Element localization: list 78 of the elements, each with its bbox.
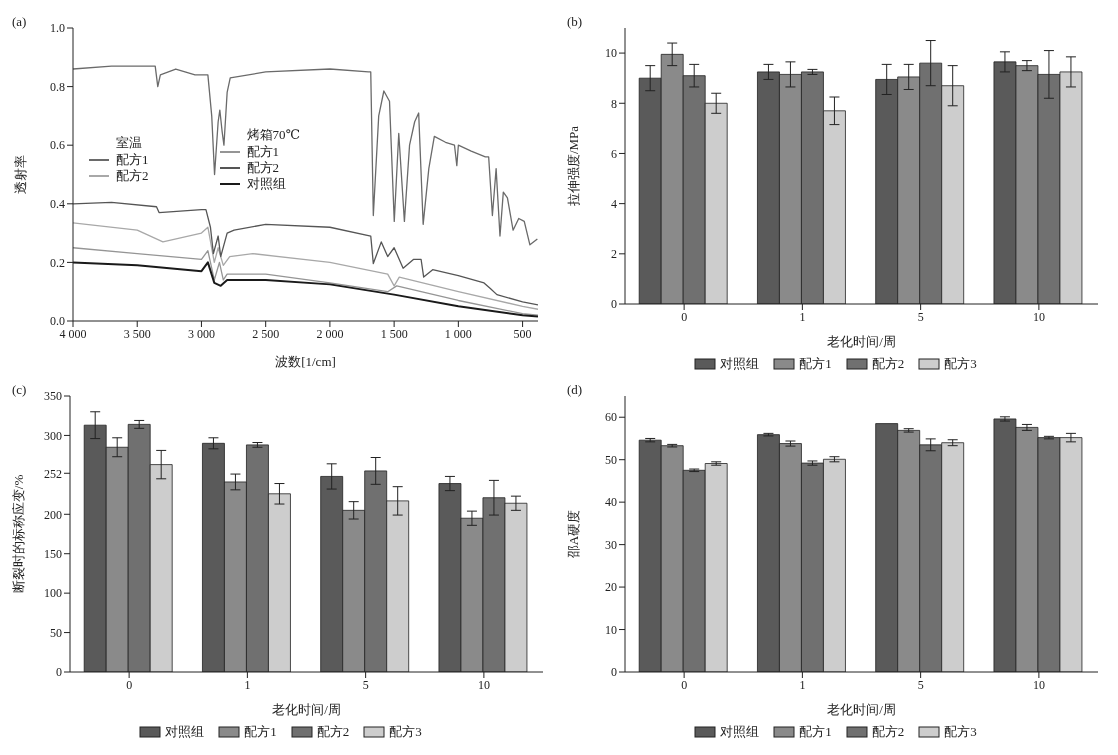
x-tick-label: 0: [126, 677, 133, 692]
y-tick-label: 8: [611, 96, 617, 111]
y-tick-label: 0.2: [50, 255, 65, 270]
x-tick-label: 1: [799, 309, 806, 324]
x-tick-label: 4 000: [59, 326, 87, 341]
x-tick-label: 3 000: [187, 326, 215, 341]
x-axis-title: 老化时间/周: [272, 702, 341, 717]
chart-title: (a): [12, 14, 27, 30]
x-tick-label: 1 000: [444, 326, 472, 341]
y-axis-title: 拉伸强度/MPa: [565, 125, 581, 207]
x-tick-label: 10: [1032, 677, 1045, 692]
y-tick-label: 0.8: [50, 79, 65, 94]
chart-title: (c): [12, 382, 27, 398]
y-tick-label: 200: [44, 507, 62, 522]
x-tick-label: 2 500: [252, 326, 280, 341]
legend-label: 配方1: [246, 143, 279, 161]
y-tick-label: 10: [605, 622, 617, 637]
legend-label: 配方1: [116, 151, 149, 169]
y-tick-label: 0.6: [50, 138, 65, 153]
y-tick-label: 20: [605, 580, 617, 595]
legend-label: 配方1: [799, 355, 832, 373]
y-tick-label: 6: [611, 146, 617, 161]
annotation: 烤箱70℃: [245, 126, 301, 144]
legend-label: 配方1: [799, 723, 832, 741]
y-tick-label: 0.4: [50, 197, 65, 212]
x-tick-label: 500: [513, 326, 532, 341]
x-tick-label: 5: [362, 677, 369, 692]
y-axis-title: 透射率: [12, 155, 28, 194]
x-tick-label: 5: [917, 309, 924, 324]
y-tick-label: 30: [605, 537, 617, 552]
y-tick-label: 40: [605, 495, 617, 510]
y-tick-label: 252: [44, 466, 62, 481]
y-tick-label: 150: [44, 546, 62, 561]
y-tick-label: 60: [605, 410, 617, 425]
chart-title: (b): [567, 14, 583, 30]
x-tick-label: 10: [1032, 309, 1045, 324]
legend-label: 对照组: [720, 723, 760, 741]
x-tick-label: 5: [917, 677, 924, 692]
y-tick-label: 0: [611, 665, 617, 680]
legend-label: 配方2: [316, 723, 350, 741]
y-tick-label: 1.0: [50, 21, 65, 36]
legend-label: 配方3: [944, 723, 977, 741]
x-tick-label: 2 000: [316, 326, 344, 341]
chart-title: (d): [567, 382, 583, 398]
legend-label: 对照组: [720, 355, 760, 373]
x-tick-label: 0: [681, 309, 688, 324]
legend-label: 配方3: [944, 355, 977, 373]
y-axis-title: 邵A硬度: [565, 509, 581, 559]
legend-label: 对照组: [165, 723, 205, 741]
legend-label: 配方1: [244, 723, 277, 741]
y-tick-label: 0: [56, 665, 62, 680]
legend-label: 配方2: [116, 167, 149, 185]
y-tick-label: 0.0: [50, 314, 65, 329]
y-tick-label: 100: [44, 586, 62, 601]
y-tick-label: 50: [50, 625, 62, 640]
y-tick-label: 350: [44, 389, 62, 404]
y-tick-label: 300: [44, 428, 62, 443]
x-tick-label: 0: [681, 677, 688, 692]
legend-label: 配方2: [871, 723, 905, 741]
y-tick-label: 10: [605, 46, 617, 61]
x-tick-label: 3 500: [123, 326, 151, 341]
x-tick-label: 1 500: [380, 326, 408, 341]
annotation: 室温: [115, 134, 143, 152]
legend-label: 配方2: [871, 355, 905, 373]
x-axis-title: 波数[1/cm]: [275, 354, 336, 369]
legend-label: 配方3: [389, 723, 422, 741]
legend-label: 对照组: [246, 175, 286, 193]
x-tick-label: 1: [799, 677, 806, 692]
x-axis-title: 老化时间/周: [827, 702, 896, 717]
y-tick-label: 2: [611, 247, 617, 262]
y-axis-title: 断裂时的标称应变/%: [10, 474, 26, 594]
y-tick-label: 50: [605, 452, 617, 467]
y-tick-label: 4: [611, 196, 617, 211]
x-tick-label: 1: [244, 677, 251, 692]
legend-label: 配方2: [246, 159, 279, 177]
y-tick-label: 0: [611, 297, 617, 312]
x-axis-title: 老化时间/周: [827, 334, 896, 349]
x-tick-label: 10: [477, 677, 490, 692]
